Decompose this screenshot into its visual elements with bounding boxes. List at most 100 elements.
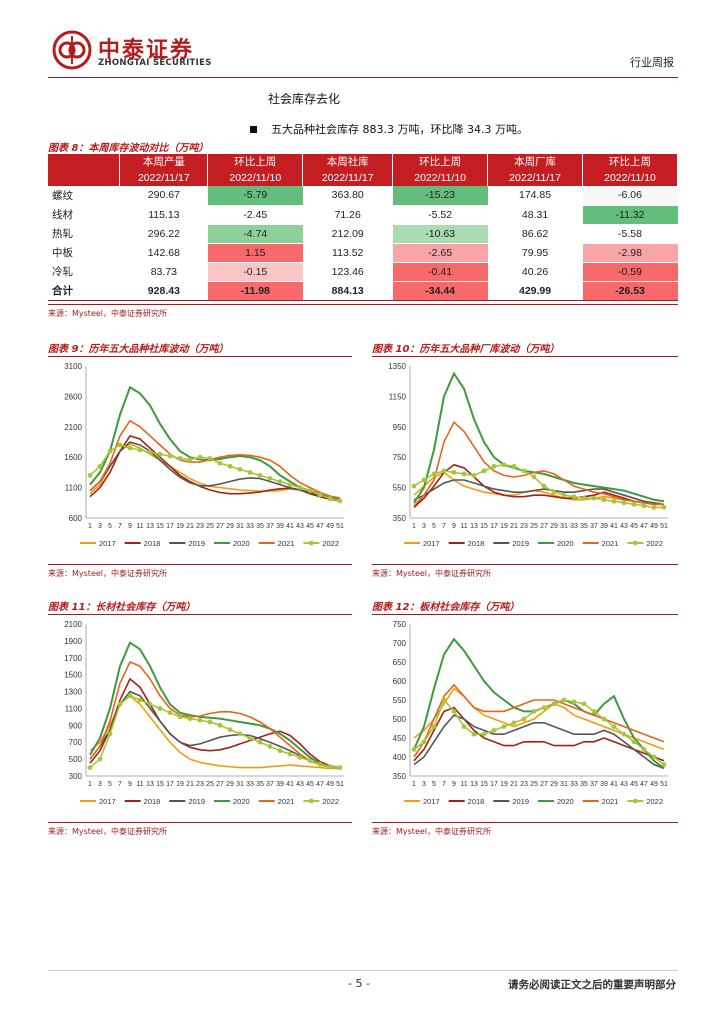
series-point-2022 [531, 474, 537, 480]
x-tick-label: 13 [470, 523, 478, 530]
table-cell: -11.32 [582, 205, 678, 225]
series-point-2022 [421, 739, 427, 745]
table-cell: 115.13 [119, 205, 208, 225]
x-tick-label: 9 [128, 523, 132, 530]
table-cell: 1.15 [207, 243, 303, 263]
inventory-table: 本周产量 环比上周 本周社库 环比上周 本周厂库 环比上周 2022/11/17 2022/… [48, 154, 678, 301]
report-type: 行业周报 [630, 56, 674, 69]
bullet-text: 五大品种社会库存 883.3 万吨，环比降 34.3 万吨。 [271, 123, 528, 136]
legend-label: 2018 [468, 797, 485, 806]
table-cell: -26.53 [582, 281, 678, 301]
legend-marker-2022 [308, 798, 314, 804]
series-line-2018 [89, 677, 341, 769]
figure-10-title: 图表 10：历年五大品种厂库波动（万吨） [372, 340, 678, 357]
legend-label: 2017 [99, 797, 116, 806]
y-tick-label: 1150 [389, 392, 407, 401]
table-cell: -0.41 [392, 262, 488, 282]
x-tick-label: 31 [236, 781, 244, 788]
series-point-2022 [147, 701, 153, 707]
y-tick-label: 500 [69, 755, 83, 764]
series-point-2022 [87, 765, 93, 770]
table-cell: -5.79 [207, 186, 303, 206]
series-point-2022 [591, 495, 597, 501]
table-cell: 290.67 [119, 186, 208, 206]
series-point-2022 [421, 477, 427, 483]
table-header-row-2: 2022/11/17 2022/11/10 2022/11/17 2022/11/10… [48, 170, 678, 186]
page-header: 中泰证券 ZHONGTAI SECURITIES 行业周报 [48, 26, 678, 78]
table-cell: 142.68 [119, 243, 208, 263]
x-tick-label: 35 [256, 523, 264, 530]
figure-9-title: 图表 9：历年五大品种社库波动（万吨） [48, 340, 352, 357]
y-tick-label: 650 [393, 658, 407, 667]
series-line-2021 [89, 660, 341, 769]
x-tick-label: 49 [650, 523, 658, 530]
series-point-2022 [521, 468, 527, 474]
table-cell: -2.65 [392, 243, 488, 263]
series-point-2022 [471, 731, 477, 737]
x-tick-label: 13 [470, 781, 478, 788]
series-line-2021 [413, 683, 665, 758]
series-line-2019 [413, 479, 665, 506]
y-tick-label: 450 [393, 734, 407, 743]
series-point-2022 [267, 476, 273, 481]
series-point-2022 [237, 466, 243, 472]
x-tick-label: 49 [326, 523, 334, 530]
series-line-2020 [413, 371, 665, 504]
x-tick-label: 7 [442, 781, 446, 788]
legend-label: 2019 [188, 797, 205, 806]
x-tick-label: 11 [136, 781, 143, 788]
series-point-2022 [287, 751, 293, 757]
table-header-cell: 环比上周 [207, 154, 304, 170]
table-cell: 79.95 [487, 243, 583, 263]
table-header-date: 2022/11/17 [302, 170, 394, 186]
figure-9-source: 来源：Mysteel，中泰证券研究所 [48, 564, 352, 579]
table-cell: -6.06 [582, 186, 678, 206]
series-point-2022 [491, 463, 497, 469]
x-tick-label: 19 [176, 523, 184, 530]
x-tick-label: 41 [286, 781, 294, 788]
y-tick-label: 300 [69, 772, 83, 781]
x-tick-label: 19 [176, 781, 184, 788]
x-tick-label: 11 [460, 781, 467, 788]
series-line-2021 [413, 420, 664, 507]
legend-marker-2022 [632, 540, 638, 546]
table-header-date: 2022/11/10 [582, 170, 678, 186]
table-cell: 123.46 [302, 262, 393, 282]
figure-12-title: 图表 12：板材社会库存（万吨） [372, 598, 678, 615]
legend-label: 2020 [557, 797, 574, 806]
y-tick-label: 2100 [64, 423, 82, 432]
table-row: 中板 142.68 1.15 113.52 -2.65 79.95 -2.98 [48, 243, 678, 263]
table-row-label: 线材 [48, 205, 120, 225]
x-tick-label: 31 [236, 523, 244, 530]
table-cell: -15.23 [392, 186, 488, 206]
series-point-2022 [257, 473, 263, 478]
y-tick-label: 1500 [64, 671, 82, 680]
table-cell: 212.09 [302, 224, 393, 244]
legend-label: 2020 [557, 539, 574, 548]
x-tick-label: 31 [560, 523, 568, 530]
table-cell: 113.52 [302, 243, 393, 263]
table-cell: 86.62 [487, 224, 583, 244]
bullet-point: 五大品种社会库存 883.3 万吨，环比降 34.3 万吨。 [250, 121, 528, 137]
series-point-2022 [97, 463, 103, 469]
series-point-2022 [611, 498, 617, 504]
x-tick-label: 41 [286, 523, 294, 530]
series-point-2022 [641, 503, 647, 509]
series-point-2022 [177, 456, 183, 461]
y-tick-label: 1900 [64, 637, 82, 646]
y-tick-label: 750 [393, 453, 407, 462]
series-point-2022 [87, 473, 93, 478]
table-cell: -4.74 [207, 224, 303, 244]
series-point-2022 [581, 701, 587, 707]
table-row-label: 冷轧 [48, 262, 120, 282]
x-tick-label: 5 [108, 523, 112, 530]
table-cell: -2.98 [582, 243, 678, 263]
series-point-2022 [277, 479, 283, 484]
series-point-2022 [471, 473, 477, 478]
table-cell: -5.58 [582, 224, 678, 244]
y-tick-label: 500 [393, 715, 407, 724]
table-header-cell: 环比上周 [582, 154, 678, 170]
table-row-label: 热轧 [48, 224, 120, 244]
